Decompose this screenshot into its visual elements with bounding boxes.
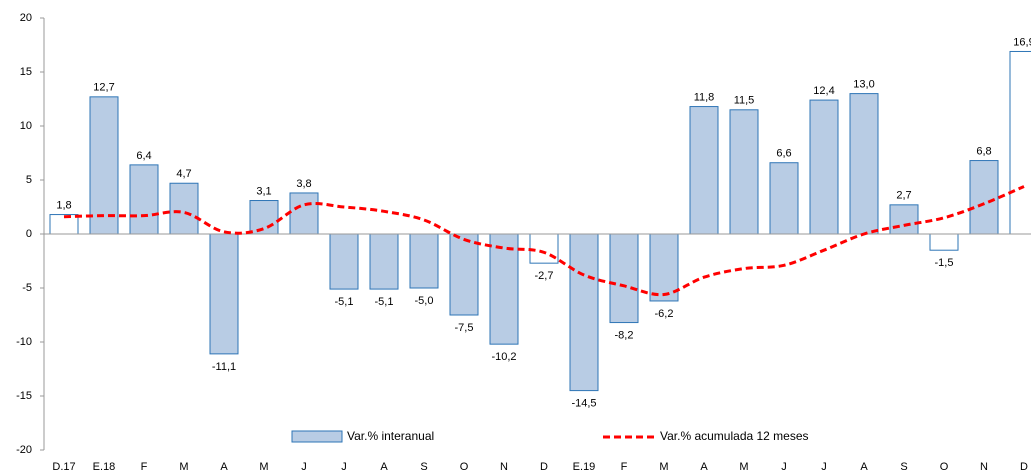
- value-label: 12,4: [813, 85, 834, 97]
- bar: [289, 192, 319, 235]
- bar: [209, 233, 239, 355]
- x-tick-label: M: [179, 461, 188, 473]
- bar: [569, 233, 599, 392]
- bar: [129, 164, 159, 235]
- y-tick-label: 0: [26, 228, 32, 240]
- x-tick-label: E.18: [93, 461, 116, 473]
- value-label: -7,5: [455, 322, 474, 334]
- value-label: -11,1: [212, 361, 236, 373]
- bar: [809, 99, 839, 235]
- y-tick-label: -20: [16, 444, 32, 456]
- x-tick-label: D: [1020, 461, 1028, 473]
- bar: [329, 233, 359, 290]
- value-label: 2,7: [896, 190, 911, 202]
- x-tick-label: A: [860, 461, 868, 473]
- bar: [169, 182, 199, 235]
- x-tick-label: S: [420, 461, 427, 473]
- value-label: 6,4: [136, 150, 151, 162]
- value-label: -5,1: [375, 296, 394, 308]
- x-tick-label: J: [821, 461, 827, 473]
- x-tick-label: M: [259, 461, 268, 473]
- x-tick-label: M: [739, 461, 748, 473]
- bar: [969, 160, 999, 235]
- value-label: 3,1: [256, 185, 271, 197]
- value-label: 13,0: [853, 79, 874, 91]
- bar: [249, 200, 279, 235]
- x-tick-label: D: [540, 461, 548, 473]
- value-label: -10,2: [491, 351, 516, 363]
- x-tick-label: N: [500, 461, 508, 473]
- value-label: 4,7: [176, 168, 191, 180]
- bar: [689, 106, 719, 235]
- value-label: -8,2: [615, 329, 634, 341]
- x-tick-label: A: [380, 461, 388, 473]
- bar: [929, 233, 959, 251]
- bar: [769, 162, 799, 235]
- value-label: 1,8: [56, 199, 71, 211]
- value-label: -5,1: [335, 296, 354, 308]
- value-label: -2,7: [535, 270, 554, 282]
- bar: [849, 93, 879, 235]
- value-label: 6,6: [776, 148, 791, 160]
- value-label: -1,5: [935, 257, 954, 269]
- bar: [489, 233, 519, 345]
- x-tick-label: J: [781, 461, 787, 473]
- bar: [609, 233, 639, 324]
- y-tick-label: 10: [20, 120, 32, 132]
- x-tick-label: A: [220, 461, 228, 473]
- line: [63, 185, 1025, 297]
- bar: [89, 96, 119, 235]
- value-label: 11,5: [734, 95, 755, 107]
- y-tick-label: 5: [26, 174, 32, 186]
- y-tick-label: -10: [16, 336, 32, 348]
- value-label: -14,5: [571, 398, 596, 410]
- value-label: 3,8: [296, 178, 311, 190]
- x-tick-label: F: [621, 461, 628, 473]
- value-label: -5,0: [415, 295, 434, 307]
- x-tick-label: J: [301, 461, 307, 473]
- bar: [729, 109, 759, 235]
- x-tick-label: F: [141, 461, 148, 473]
- value-label: 12,7: [93, 82, 114, 94]
- legend-label: Var.% acumulada 12 meses: [660, 429, 809, 443]
- value-label: 11,8: [694, 91, 715, 103]
- bar: [449, 233, 479, 316]
- value-label: 6,8: [976, 145, 991, 157]
- y-tick-label: 20: [20, 12, 32, 24]
- x-tick-label: S: [900, 461, 907, 473]
- y-tick-label: 15: [20, 66, 32, 78]
- x-tick-label: A: [700, 461, 708, 473]
- y-tick-label: -5: [22, 282, 32, 294]
- bar: [529, 233, 559, 264]
- value-label: 16,9: [1013, 36, 1031, 48]
- legend-swatch: [291, 430, 343, 443]
- x-tick-label: M: [659, 461, 668, 473]
- x-tick-label: J: [341, 461, 347, 473]
- x-tick-label: O: [460, 461, 469, 473]
- legend-label: Var.% interanual: [347, 429, 434, 443]
- bar: [409, 233, 439, 289]
- x-tick-label: D.17: [52, 461, 75, 473]
- x-tick-label: N: [980, 461, 988, 473]
- x-tick-label: O: [940, 461, 949, 473]
- bar: [889, 204, 919, 235]
- bar: [369, 233, 399, 290]
- value-label: -6,2: [655, 308, 674, 320]
- bar: [1009, 50, 1031, 235]
- x-tick-label: E.19: [573, 461, 596, 473]
- y-tick-label: -15: [16, 390, 32, 402]
- bar: [49, 214, 79, 235]
